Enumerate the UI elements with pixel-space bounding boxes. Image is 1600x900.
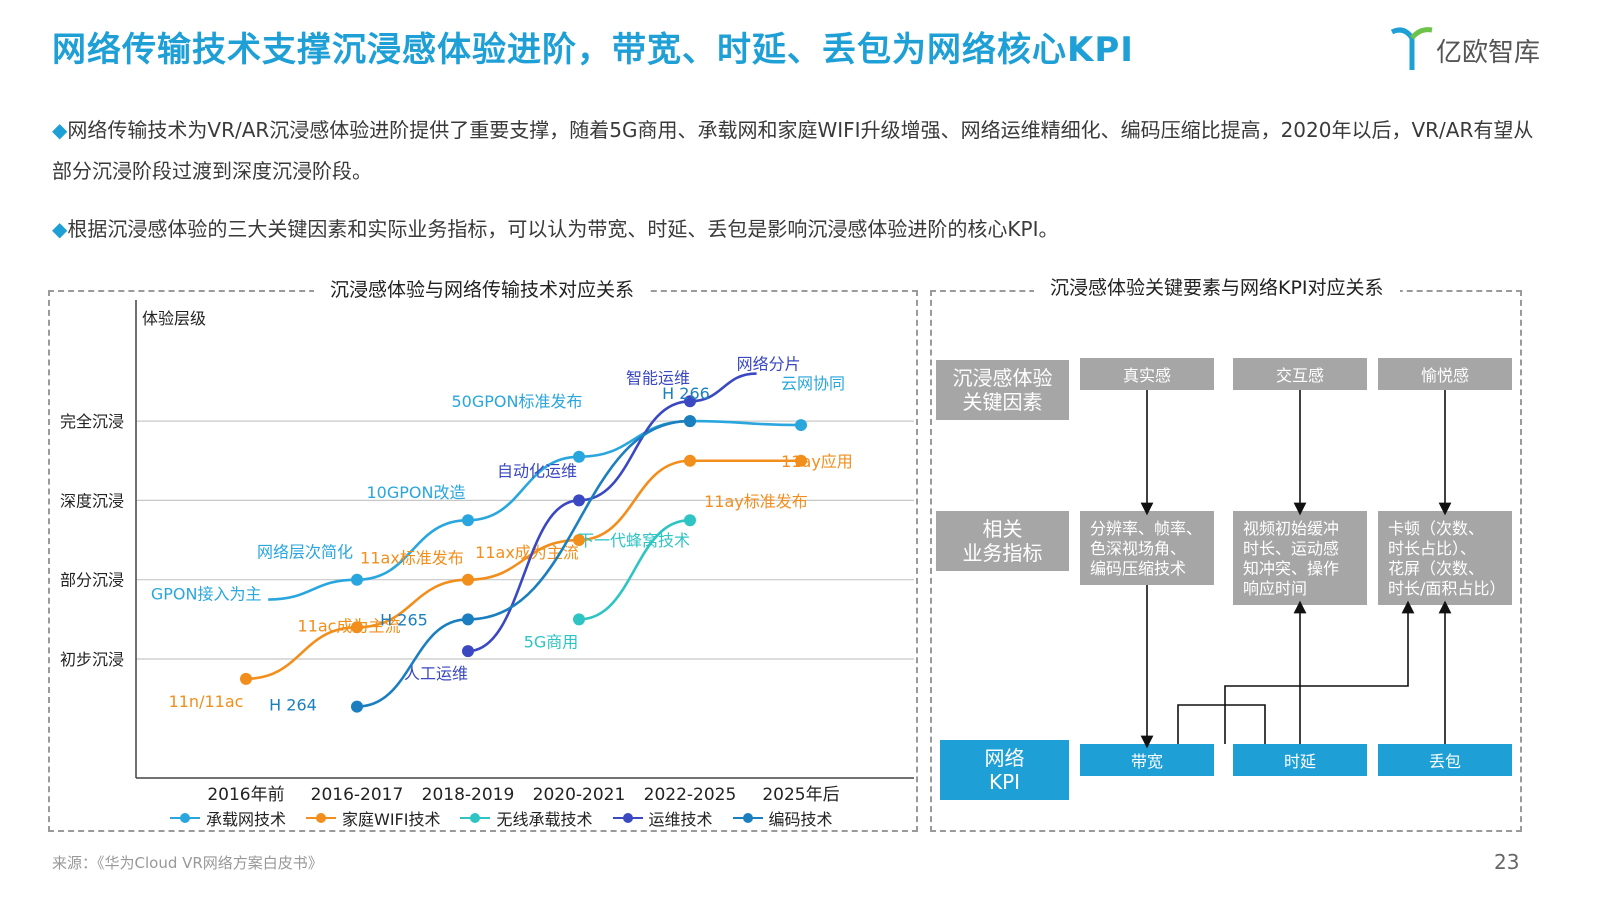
data-label: 11n/11ac	[169, 692, 244, 711]
row-label-kpi: 网络 KPI	[940, 740, 1069, 800]
legend-item: 运维技术	[612, 806, 713, 830]
bullet-icon: ◆	[52, 118, 68, 142]
legend-marker	[612, 811, 643, 825]
data-point	[795, 419, 807, 432]
data-point	[462, 645, 474, 658]
connector-to-pleasure	[1224, 600, 1415, 744]
data-label: 云网协同	[781, 374, 845, 393]
legend-label: 编码技术	[768, 810, 833, 829]
paragraph-2: ◆根据沉浸感体验的三大关键因素和实际业务指标，可以认为带宽、时延、丢包是影响沉浸…	[52, 209, 1552, 250]
legend-item: 家庭WIFI技术	[306, 806, 440, 830]
data-label: H 265	[380, 610, 428, 629]
data-label: 网络分片	[737, 355, 801, 374]
legend-marker	[306, 811, 337, 825]
legend-item: 承载网技术	[170, 806, 286, 830]
factor-pleasure: 愉悦感	[1378, 358, 1512, 390]
data-label: 11ay标准发布	[704, 492, 808, 511]
data-point	[351, 621, 363, 634]
data-label: H 264	[269, 696, 317, 715]
kpi-latency: 时延	[1233, 744, 1367, 776]
legend-label: 运维技术	[648, 810, 713, 829]
data-point	[462, 613, 474, 626]
data-label: 下一代蜂窝技术	[578, 531, 690, 550]
left-panel-title: 沉浸感体验与网络传输技术对应关系	[314, 275, 651, 302]
data-point	[684, 395, 696, 408]
y-tick-label: 部分沉浸	[60, 571, 124, 590]
legend-item: 编码技术	[732, 806, 833, 830]
page-number: 23	[1494, 850, 1520, 874]
chart-legend: 承载网技术 家庭WIFI技术 无线承载技术 运维技术 编码技术	[170, 806, 833, 830]
right-panel-title: 沉浸感体验关键要素与网络KPI对应关系	[1034, 273, 1400, 300]
kpi-packet-loss: 丢包	[1378, 744, 1512, 776]
factor-realism: 真实感	[1080, 358, 1214, 390]
metric-interaction: 视频初始缓冲 时长、运动感 知冲突、操作 响应时间	[1233, 511, 1367, 605]
legend-marker	[170, 811, 200, 825]
data-point	[684, 514, 696, 527]
metric-pleasure: 卡顿（次数、 时长占比）、 花屏（次数、 时长/面积占比）	[1378, 511, 1512, 605]
data-label: 11ay应用	[781, 452, 853, 471]
x-tick-label: 2016-2017	[311, 785, 404, 805]
legend-item: 无线承载技术	[460, 806, 593, 830]
data-point	[351, 573, 363, 586]
x-tick-label: 2025年后	[762, 785, 839, 805]
data-label: H 266	[662, 384, 710, 403]
x-tick-label: 2020-2021	[533, 785, 626, 805]
data-point	[573, 534, 585, 547]
data-label: 11ax标准发布	[360, 549, 464, 568]
x-tick-label: 2016年前	[207, 785, 284, 805]
data-label: 10GPON改造	[367, 483, 466, 502]
bullet-icon: ◆	[52, 217, 68, 241]
legend-marker	[460, 811, 491, 825]
legend-label: 家庭WIFI技术	[342, 810, 441, 829]
logo-icon	[1390, 27, 1433, 70]
page-title: 网络传输技术支撑沉浸感体验进阶，带宽、时延、丢包为网络核心KPI	[52, 30, 1134, 70]
data-label: 智能运维	[626, 368, 690, 387]
data-point	[684, 454, 696, 467]
data-point	[462, 514, 474, 527]
data-point	[351, 700, 363, 713]
data-label: 11ax成为主流	[475, 543, 579, 562]
y-tick-label: 初步沉浸	[60, 650, 124, 669]
data-label: 50GPON标准发布	[452, 392, 583, 411]
data-label: GPON接入为主	[151, 585, 262, 604]
data-point	[462, 573, 474, 586]
x-tick-label: 2018-2019	[422, 785, 515, 805]
data-label: 5G商用	[524, 632, 579, 651]
y-tick-label: 完全沉浸	[60, 412, 124, 431]
legend-marker	[732, 811, 763, 825]
data-point	[573, 613, 585, 626]
logo-text: 亿欧智库	[1436, 38, 1541, 68]
paragraph-text: 根据沉浸感体验的三大关键因素和实际业务指标，可以认为带宽、时延、丢包是影响沉浸感…	[67, 217, 1059, 241]
series-line-3	[467, 372, 757, 653]
source-note: 来源：《华为Cloud VR网络方案白皮书》	[52, 854, 323, 872]
kpi-bandwidth: 带宽	[1080, 744, 1214, 776]
row-label-factors: 沉浸感体验 关键因素	[936, 360, 1069, 420]
x-tick-label: 2022-2025	[644, 785, 737, 805]
data-point	[573, 494, 585, 507]
data-label: 自动化运维	[497, 461, 577, 480]
y-tick-label: 深度沉浸	[60, 491, 124, 510]
data-point	[684, 415, 696, 428]
data-label: 人工运维	[404, 664, 468, 683]
metric-realism: 分辨率、帧率、 色深视场角、 编码压缩技术	[1080, 511, 1214, 585]
series-line-4	[356, 419, 691, 708]
data-point	[573, 450, 585, 463]
y-axis-label: 体验层级	[142, 309, 206, 328]
factor-interaction: 交互感	[1233, 358, 1367, 390]
connector-bandwidth-latency	[1177, 704, 1266, 744]
data-point	[795, 454, 807, 467]
series-line-2	[578, 518, 691, 621]
logo: 亿欧智库	[1390, 24, 1570, 74]
paragraph-text: 网络传输技术为VR/AR沉浸感体验进阶提供了重要支撑，随着5G商用、承载网和家庭…	[52, 118, 1534, 183]
data-point	[240, 672, 252, 685]
data-label: 11ac成为主流	[298, 616, 401, 635]
paragraph-1: ◆网络传输技术为VR/AR沉浸感体验进阶提供了重要支撑，随着5G商用、承载网和家…	[52, 110, 1552, 192]
data-label: 网络层次简化	[257, 543, 353, 562]
row-label-metrics: 相关 业务指标	[936, 511, 1069, 571]
legend-label: 承载网技术	[206, 810, 287, 829]
legend-label: 无线承载技术	[496, 810, 593, 829]
